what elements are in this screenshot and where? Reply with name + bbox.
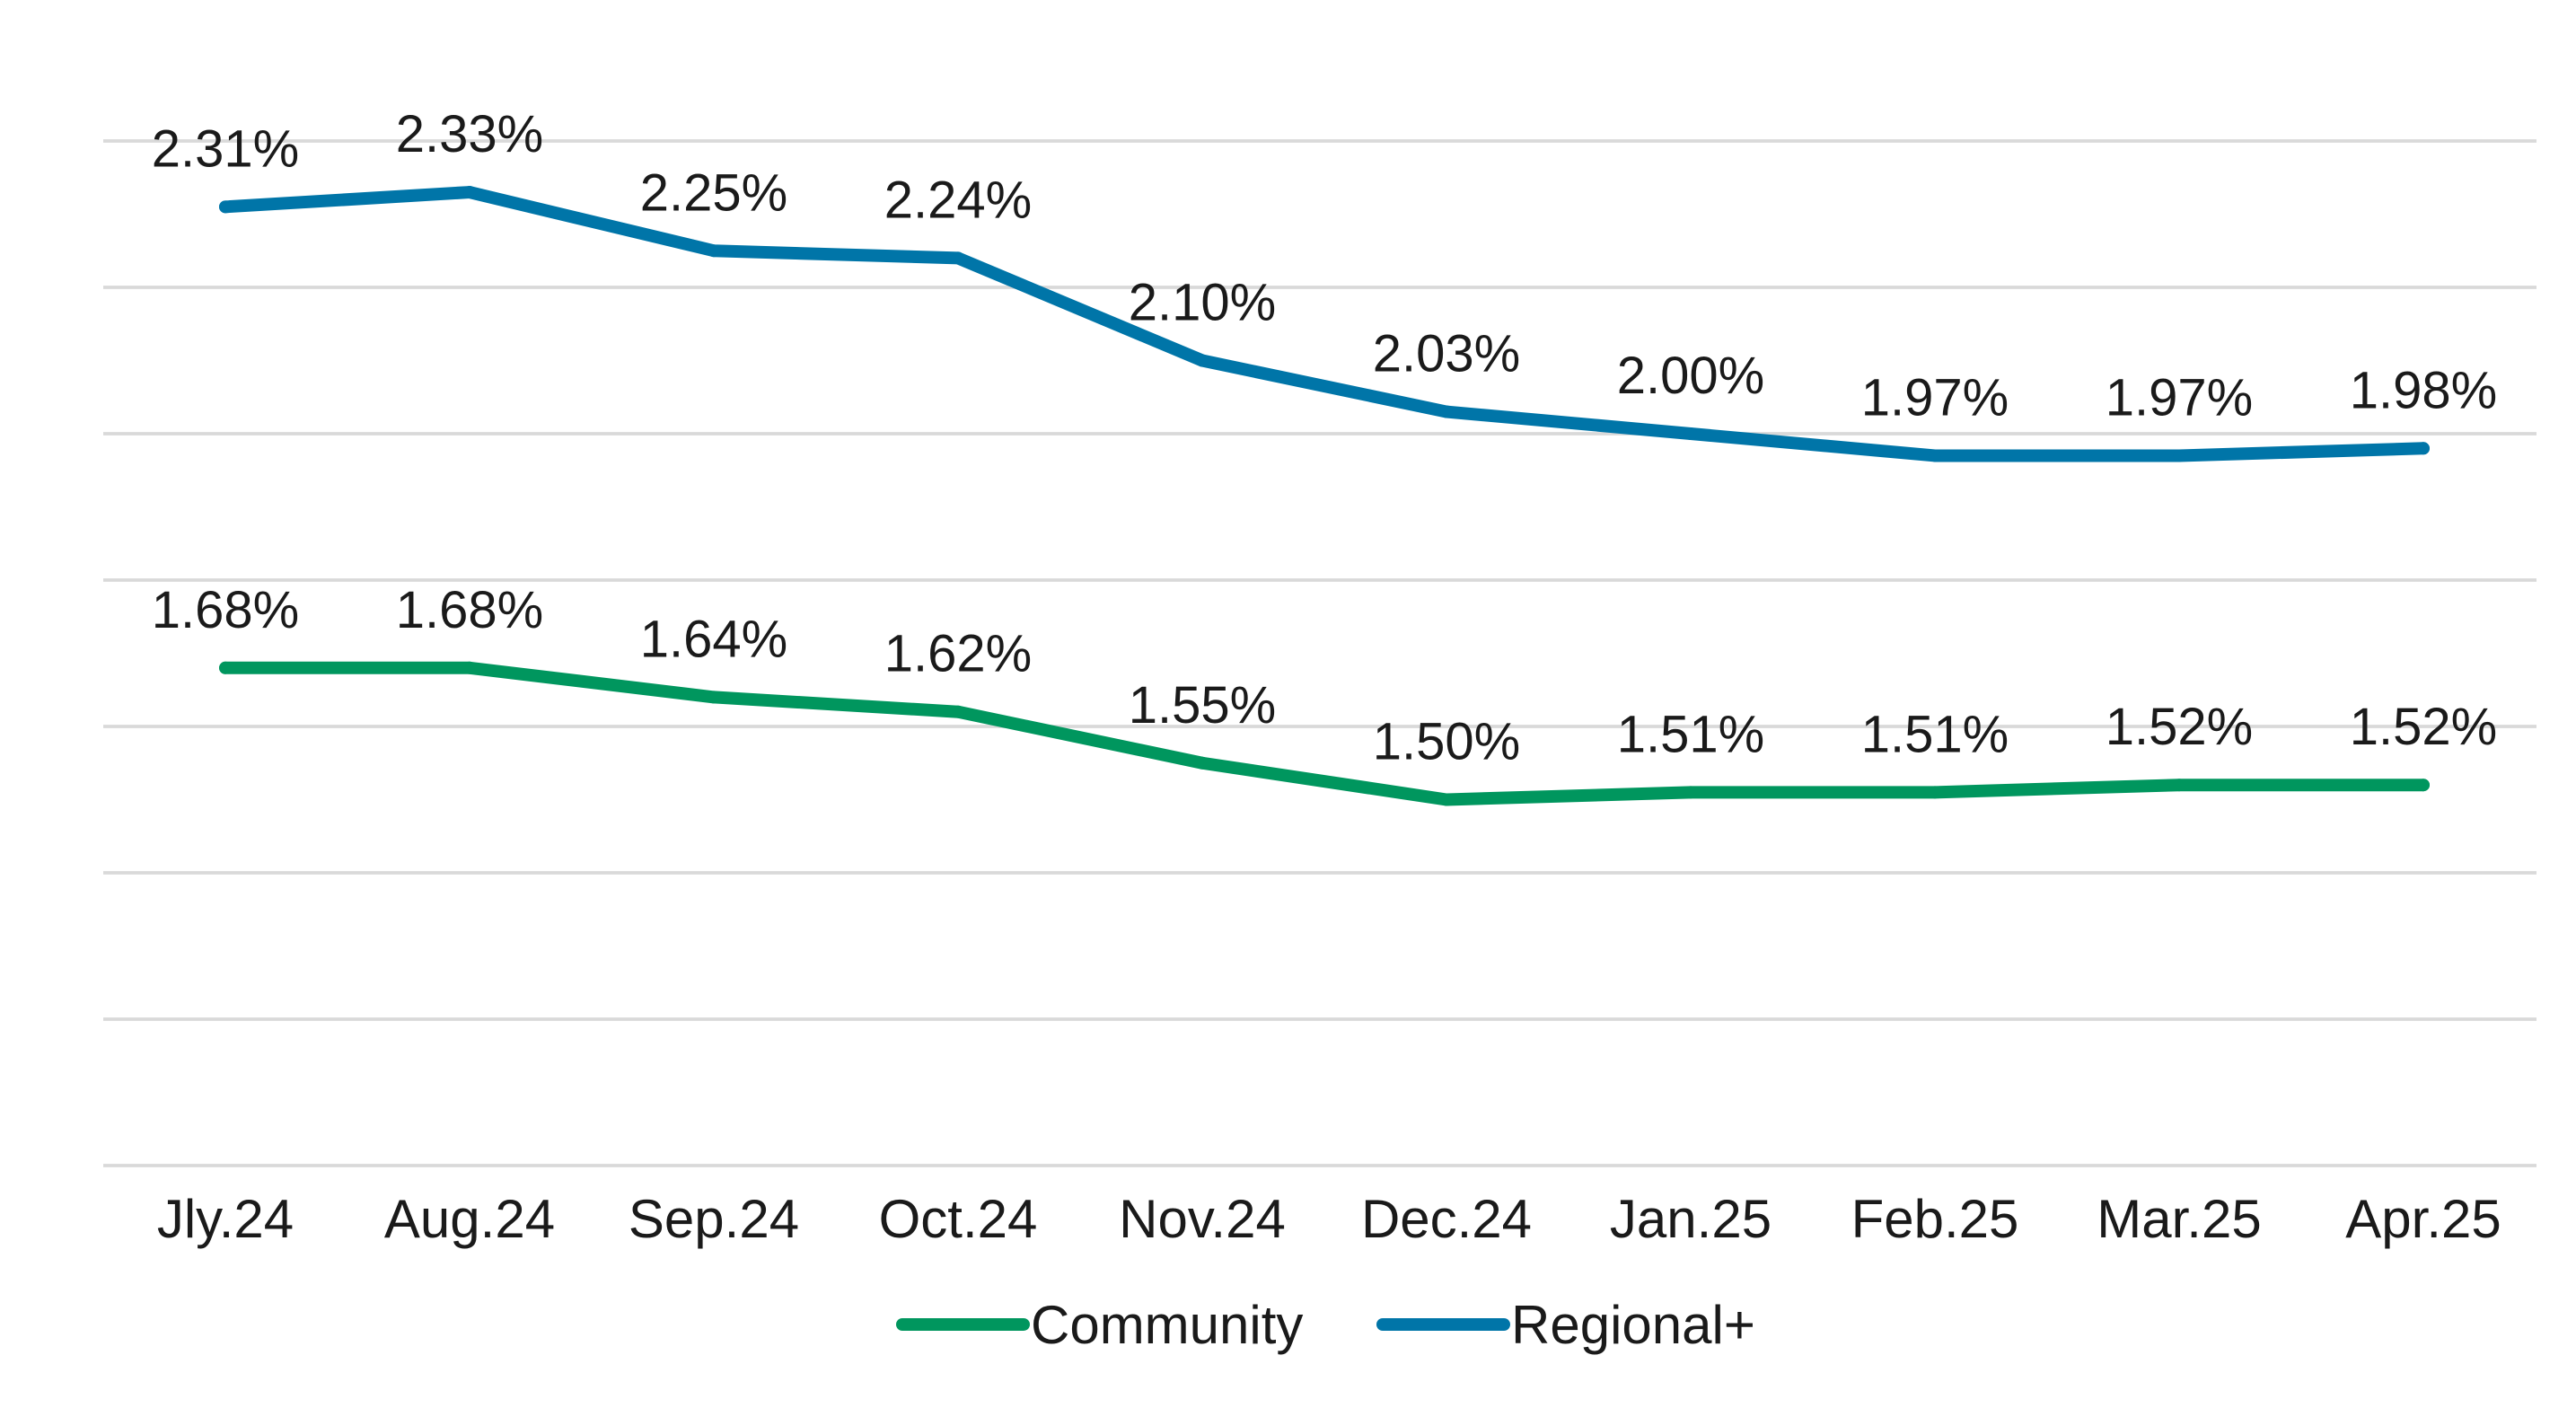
data-point-community — [952, 705, 964, 718]
gridlines — [103, 139, 2536, 1167]
data-label-regional: 2.03% — [1373, 325, 1520, 383]
data-point-community — [1929, 786, 1941, 799]
x-tick-label: Jly.24 — [157, 1189, 294, 1249]
data-point-regional — [708, 244, 720, 258]
x-tick-label: Apr.25 — [2345, 1189, 2501, 1249]
data-point-regional — [1929, 449, 1941, 462]
data-point-community — [1196, 756, 1209, 770]
data-label-community: 1.52% — [2350, 698, 2497, 756]
legend-label-community: Community — [1031, 1295, 1303, 1355]
data-label-community: 1.64% — [640, 610, 787, 668]
data-label-community: 1.62% — [884, 625, 1032, 683]
data-point-regional — [1684, 427, 1697, 440]
data-label-regional: 1.98% — [2350, 361, 2497, 419]
data-point-community — [463, 661, 476, 674]
data-label-community: 1.68% — [152, 581, 299, 639]
x-tick-label: Nov.24 — [1119, 1189, 1286, 1249]
data-point-regional — [2173, 449, 2185, 462]
data-point-regional — [952, 251, 964, 265]
data-point-community — [219, 661, 232, 674]
data-point-community — [708, 691, 720, 704]
data-point-community — [1440, 793, 1453, 806]
legend-label-regional: Regional+ — [1511, 1295, 1755, 1355]
data-label-regional: 1.97% — [2106, 368, 2253, 427]
legend: Community Regional+ — [896, 1295, 1755, 1355]
series-line-community — [219, 661, 2430, 806]
data-point-regional — [463, 186, 476, 199]
data-label-community: 1.50% — [1373, 713, 1520, 771]
data-label-community: 1.68% — [396, 581, 543, 639]
data-point-community — [1684, 786, 1697, 799]
x-tick-label: Aug.24 — [384, 1189, 555, 1249]
data-label-regional: 2.33% — [396, 105, 543, 163]
data-label-regional: 1.97% — [1861, 368, 2009, 427]
data-label-regional: 2.10% — [1129, 274, 1276, 332]
data-label-community: 1.55% — [1129, 676, 1276, 735]
data-point-community — [2173, 779, 2185, 792]
x-tick-label: Dec.24 — [1361, 1189, 1532, 1249]
x-tick-label: Sep.24 — [629, 1189, 799, 1249]
data-label-community: 1.52% — [2106, 698, 2253, 756]
data-point-regional — [219, 200, 232, 214]
data-point-regional — [1440, 405, 1453, 418]
x-axis-tick-labels: Jly.24 Aug.24 Sep.24 Oct.24 Nov.24 Dec.24 Jan.… — [157, 1189, 2501, 1249]
data-point-regional — [1196, 354, 1209, 367]
data-label-regional: 2.00% — [1617, 347, 1764, 405]
data-label-regional: 2.31% — [152, 119, 299, 178]
data-label-regional: 2.25% — [640, 163, 787, 222]
data-label-community: 1.51% — [1617, 705, 1764, 763]
data-point-community — [2417, 779, 2430, 792]
data-label-regional: 2.24% — [884, 171, 1032, 229]
x-tick-label: Oct.24 — [879, 1189, 1038, 1249]
series-line-regional — [219, 186, 2430, 462]
x-tick-label: Feb.25 — [1851, 1189, 2019, 1249]
x-tick-label: Mar.25 — [2097, 1189, 2261, 1249]
data-point-regional — [2417, 442, 2430, 455]
x-tick-label: Jan.25 — [1610, 1189, 1772, 1249]
series-lines — [219, 186, 2430, 806]
data-label-community: 1.51% — [1861, 705, 2009, 763]
data-labels: 1.68% 1.68% 1.64% 1.62% 1.55% 1.50% 1.51% 1.51%… — [152, 105, 2497, 770]
